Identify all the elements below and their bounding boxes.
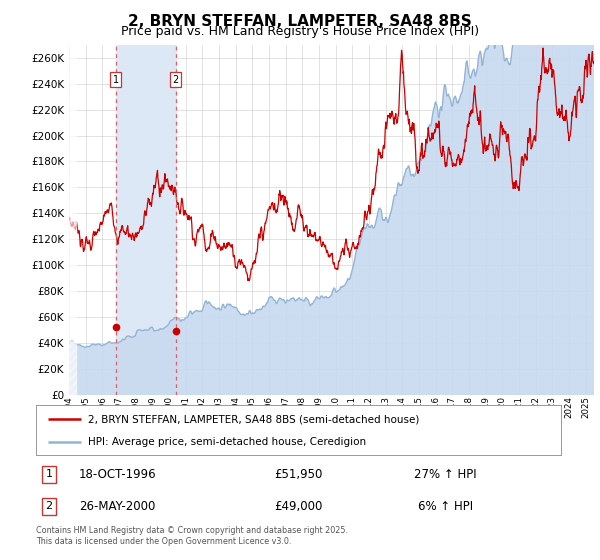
Text: 2, BRYN STEFFAN, LAMPETER, SA48 8BS: 2, BRYN STEFFAN, LAMPETER, SA48 8BS <box>128 14 472 29</box>
Text: 1: 1 <box>113 75 119 85</box>
Text: £49,000: £49,000 <box>274 500 323 513</box>
Text: Price paid vs. HM Land Registry's House Price Index (HPI): Price paid vs. HM Land Registry's House … <box>121 25 479 38</box>
Text: Contains HM Land Registry data © Crown copyright and database right 2025.
This d: Contains HM Land Registry data © Crown c… <box>36 526 348 546</box>
Text: 18-OCT-1996: 18-OCT-1996 <box>79 468 156 481</box>
Text: 2: 2 <box>173 75 179 85</box>
Bar <box>69 45 77 395</box>
Text: 2, BRYN STEFFAN, LAMPETER, SA48 8BS (semi-detached house): 2, BRYN STEFFAN, LAMPETER, SA48 8BS (sem… <box>89 414 420 424</box>
Text: 27% ↑ HPI: 27% ↑ HPI <box>414 468 477 481</box>
Text: 1: 1 <box>46 469 53 479</box>
Text: 26-MAY-2000: 26-MAY-2000 <box>79 500 155 513</box>
Text: HPI: Average price, semi-detached house, Ceredigion: HPI: Average price, semi-detached house,… <box>89 437 367 447</box>
Bar <box>116 45 176 395</box>
Text: £51,950: £51,950 <box>274 468 323 481</box>
Text: 2: 2 <box>46 501 53 511</box>
Text: 6% ↑ HPI: 6% ↑ HPI <box>418 500 473 513</box>
